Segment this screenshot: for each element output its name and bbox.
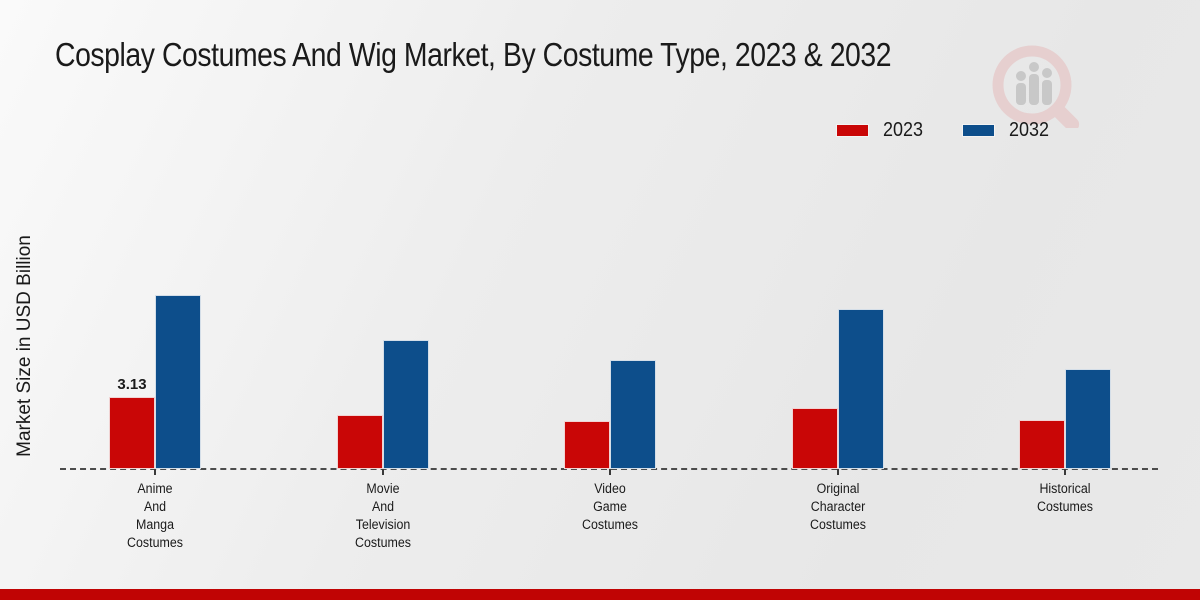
bar-2023-category-4 [1019,420,1065,469]
legend-swatch-2023 [836,124,869,137]
bottom-accent-band [0,589,1200,600]
bar-value-label: 3.13 [117,376,147,393]
bar-2023-category-3 [791,408,838,469]
x-axis-category-label: Original Character Costumes [809,481,866,532]
y-axis-title: Market Size in USD Billion [14,235,35,457]
x-axis-category-label: Movie And Television Costumes [354,481,411,550]
x-axis-tick [836,469,839,475]
x-axis-category-label: Video Game Costumes [582,481,638,532]
legend-item-2032: 2032 [961,119,1054,142]
bar-2032-category-3 [837,309,884,469]
x-axis-category-label: Historical Costumes [1037,481,1093,514]
chart-title: Cosplay Costumes And Wig Market, By Cost… [55,36,892,73]
x-axis-tick [609,469,611,475]
x-axis-tick [154,469,156,475]
bar-2032-category-1 [382,340,429,469]
legend-label: 2023 [883,119,924,141]
x-axis-category-label: Anime And Manga Costumes [127,481,183,550]
bar-2023-category-0 [109,397,155,469]
legend-label: 2032 [1008,119,1049,141]
bar-2023-category-2 [564,421,610,469]
bar-2032-category-2 [610,360,656,469]
legend: 2023 2032 [836,119,1053,142]
bar-2032-category-4 [1065,369,1111,469]
x-axis-tick [1064,469,1066,475]
legend-item-2023: 2023 [836,119,928,142]
x-axis-tick [381,469,384,475]
legend-swatch-2032 [961,124,995,137]
watermark-magnifier-logo [992,45,1080,128]
bar-2032-category-0 [155,295,201,469]
bar-2023-category-1 [336,415,383,469]
